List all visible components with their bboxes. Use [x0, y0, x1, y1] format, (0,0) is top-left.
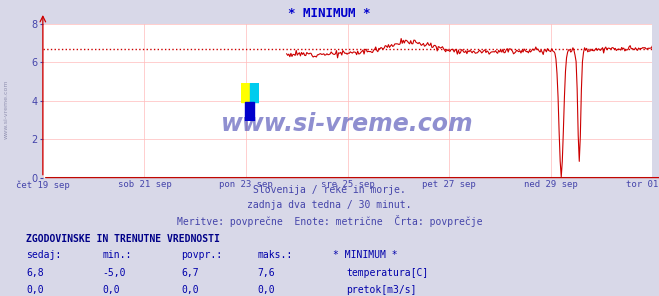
Text: povpr.:: povpr.:: [181, 250, 222, 260]
Bar: [241, 83, 250, 102]
Text: ZGODOVINSKE IN TRENUTNE VREDNOSTI: ZGODOVINSKE IN TRENUTNE VREDNOSTI: [26, 234, 220, 244]
Text: 6,8: 6,8: [26, 268, 44, 278]
Text: temperatura[C]: temperatura[C]: [346, 268, 428, 278]
Text: 6,7: 6,7: [181, 268, 199, 278]
Text: pretok[m3/s]: pretok[m3/s]: [346, 285, 416, 295]
Text: 0,0: 0,0: [181, 285, 199, 295]
Text: 0,0: 0,0: [257, 285, 275, 295]
Bar: [245, 102, 254, 121]
Text: Slovenija / reke in morje.: Slovenija / reke in morje.: [253, 185, 406, 195]
Text: min.:: min.:: [102, 250, 132, 260]
Text: 0,0: 0,0: [26, 285, 44, 295]
Text: -5,0: -5,0: [102, 268, 126, 278]
Text: maks.:: maks.:: [257, 250, 292, 260]
Text: * MINIMUM *: * MINIMUM *: [288, 7, 371, 20]
Text: Meritve: povprečne  Enote: metrične  Črta: povprečje: Meritve: povprečne Enote: metrične Črta:…: [177, 215, 482, 227]
Bar: [250, 83, 259, 102]
Text: * MINIMUM *: * MINIMUM *: [333, 250, 397, 260]
Text: www.si-vreme.com: www.si-vreme.com: [221, 112, 474, 136]
Text: www.si-vreme.com: www.si-vreme.com: [3, 80, 9, 139]
Text: 7,6: 7,6: [257, 268, 275, 278]
Text: zadnja dva tedna / 30 minut.: zadnja dva tedna / 30 minut.: [247, 200, 412, 210]
Text: sedaj:: sedaj:: [26, 250, 61, 260]
Text: 0,0: 0,0: [102, 285, 120, 295]
